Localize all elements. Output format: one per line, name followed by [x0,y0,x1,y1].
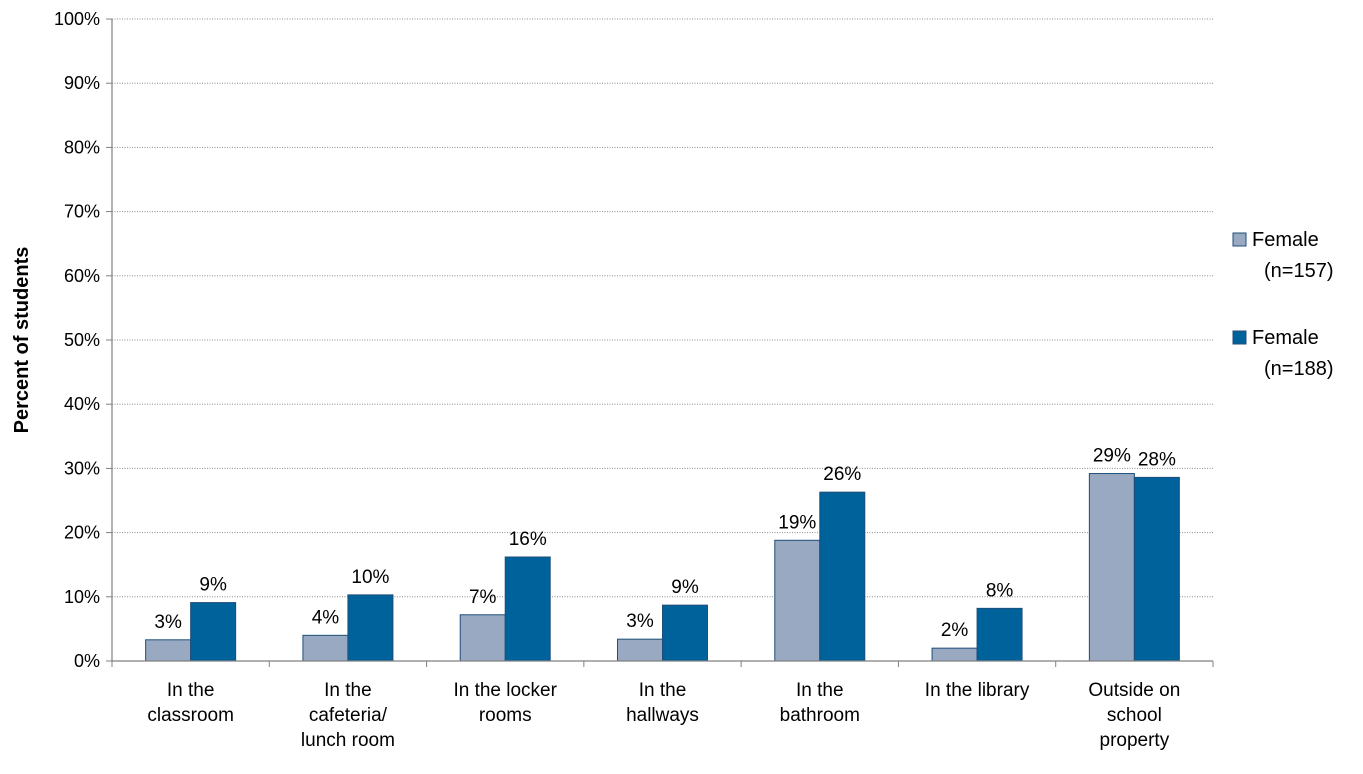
bar-series-2 [976,607,1023,662]
bar-series-2 [504,556,551,662]
bar-series-1 [459,614,506,662]
data-label: 4% [312,607,340,628]
legend-label: (n=188) [1264,358,1334,380]
bar-series-1 [1088,473,1135,662]
y-tick-label: 100% [54,9,100,29]
y-tick-label: 10% [64,587,100,607]
bar-series-1 [774,539,821,662]
bar-series-1 [931,647,978,662]
bar-series-2 [1133,476,1180,662]
x-tick-label: In the classroom [147,680,234,726]
data-label: 28% [1138,449,1176,470]
x-axis: In the classroom In the cafeteria/lunch roo… [111,660,1214,751]
bars [145,473,1180,662]
y-tick-label: 80% [64,137,100,157]
y-tick-label: 50% [64,330,100,350]
legend-label: Female [1252,229,1319,251]
gridlines [112,18,1213,598]
y-axis: 0% 10% 20% 30% 40% 50% 60% 70% 80% 90% 100% [54,9,113,671]
x-tick-label: Outside on school property [1088,680,1180,751]
data-label: 8% [986,580,1014,601]
y-tick-label: 60% [64,266,100,286]
bar-series-1 [617,638,663,662]
y-tick-label: 40% [64,394,100,414]
legend-label: (n=157) [1264,260,1334,282]
data-label: 16% [509,529,547,550]
legend-swatch-series-1 [1232,232,1247,247]
data-label: 9% [199,575,227,596]
bar-series-1 [302,634,349,662]
bar-series-2 [190,602,237,662]
x-tick-label: In the locker rooms [453,680,557,726]
data-label: 29% [1093,446,1131,467]
data-label: 3% [154,612,182,633]
data-label: 2% [941,620,969,641]
legend-label: Female [1252,327,1319,349]
x-tick-label: In the hallways [626,680,699,726]
data-label: 19% [778,512,816,533]
data-label: 3% [626,611,654,632]
y-tick-label: 70% [64,202,100,222]
y-tick-label: 0% [74,651,100,671]
y-tick-label: 90% [64,73,100,93]
bar-series-2 [347,594,394,662]
y-tick-label: 20% [64,523,100,543]
bar-series-2 [662,604,708,662]
data-label: 9% [671,577,699,598]
x-tick-label: In the library [925,680,1030,701]
legend: Female (n=157) Female (n=188) [1232,229,1334,380]
data-label: 10% [351,567,389,588]
bar-series-1 [145,639,192,662]
x-tick-label: In the cafeteria/lunch room [301,680,395,751]
data-labels: 3% 9% 4% 10% 7% 16% 3% 9% 19% 26% 2% 8% 29% 28% [154,446,1176,642]
data-label: 7% [469,587,497,608]
data-label: 26% [823,464,861,485]
legend-swatch-series-2 [1232,330,1247,345]
x-tick-label: In the bathroom [780,680,860,726]
y-tick-label: 30% [64,458,100,478]
y-axis-label: Percent of students [11,247,33,434]
bar-series-2 [819,491,866,662]
